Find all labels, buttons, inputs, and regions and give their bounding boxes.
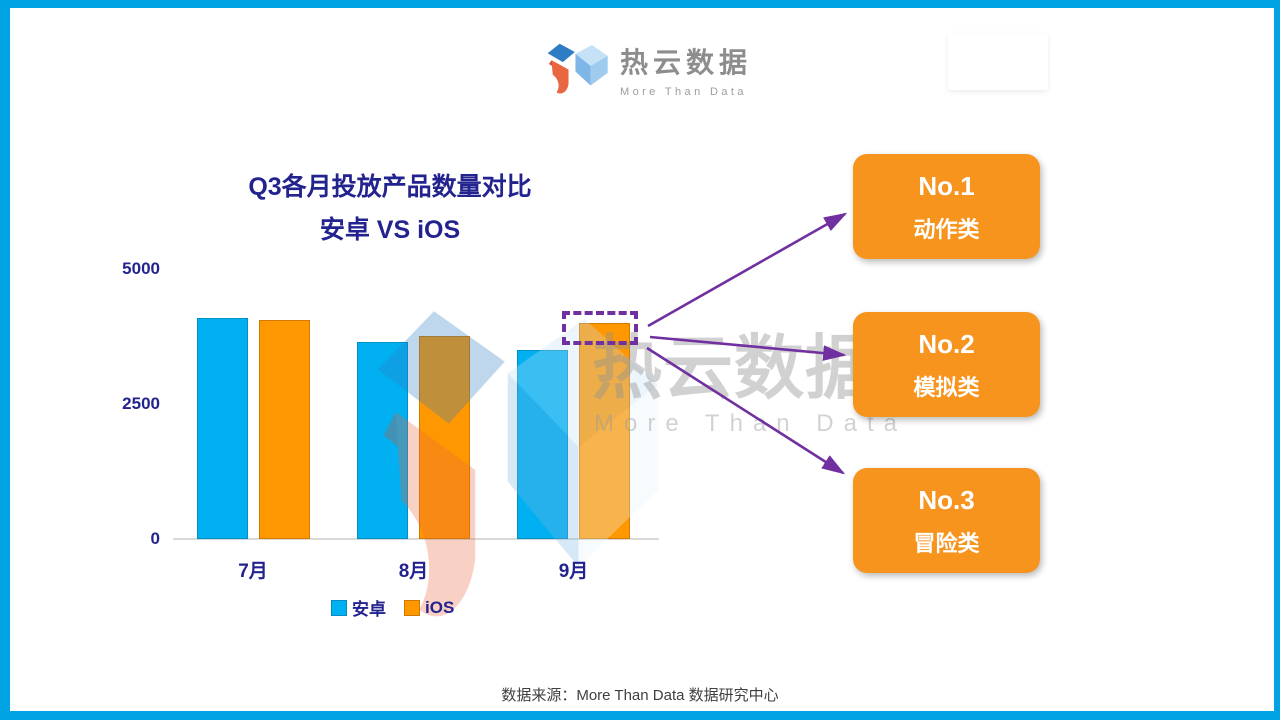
rank-number: No.2 [918, 329, 975, 359]
bar-iOS-8月 [419, 336, 470, 539]
bar-安卓-9月 [517, 350, 568, 539]
brand-logo-icon [547, 43, 608, 94]
arrow-to-no3 [646, 346, 846, 475]
rank-number: No.3 [918, 485, 975, 515]
legend-label-安卓: 安卓 [352, 600, 386, 619]
rank-card-no1: No.1 动作类 [853, 154, 1040, 259]
x-axis-label-9月: 9月 [558, 561, 589, 582]
chart-title-line2: 安卓 VS iOS [319, 216, 461, 244]
rank-category: 冒险类 [913, 531, 980, 556]
arrow-to-no2 [649, 335, 847, 361]
bottom-border [0, 711, 1280, 720]
legend-label-iOS: iOS [425, 597, 455, 617]
top-border [0, 0, 1280, 8]
legend-swatch-安卓 [331, 599, 347, 616]
legend-swatch-iOS [404, 599, 420, 616]
bar-安卓-7月 [196, 318, 248, 539]
chart-title: Q3各月投放产品数量对比 安卓 VS iOS [175, 172, 605, 245]
arrow-to-no1 [647, 212, 848, 328]
right-border [1274, 0, 1280, 720]
y-axis-tick-5000: 5000 [122, 259, 160, 278]
legend-item-安卓: 安卓 [331, 595, 386, 620]
y-axis-tick-0: 0 [150, 529, 160, 548]
data-source-note: 数据来源：More Than Data 数据研究中心 [501, 687, 779, 704]
rank-card-no3: No.3 冒险类 [853, 468, 1040, 573]
x-axis-label-8月: 8月 [398, 561, 429, 582]
chart-title-line1: Q3各月投放产品数量对比 [248, 173, 532, 201]
highlight-dashed-box [562, 311, 638, 345]
rank-category: 动作类 [913, 217, 980, 242]
legend-item-iOS: iOS [404, 598, 454, 618]
chart-legend: 安卓 iOS [331, 595, 454, 620]
rank-number: No.1 [918, 171, 975, 201]
brand-logo: 热云数据 More Than Data [546, 40, 752, 100]
brand-name: 热云数据 [620, 47, 753, 78]
bar-安卓-8月 [357, 342, 408, 539]
bar-iOS-7月 [258, 320, 310, 539]
rank-category: 模拟类 [913, 375, 980, 400]
x-axis-label-7月: 7月 [238, 561, 268, 582]
x-axis-line [173, 538, 659, 540]
bar-iOS-9月 [579, 323, 630, 539]
brand-tagline: More Than Data [620, 86, 747, 98]
y-axis-tick-2500: 2500 [122, 394, 160, 413]
decorative-white-card [948, 33, 1048, 90]
left-border [0, 0, 10, 720]
rank-card-no2: No.2 模拟类 [853, 312, 1040, 417]
